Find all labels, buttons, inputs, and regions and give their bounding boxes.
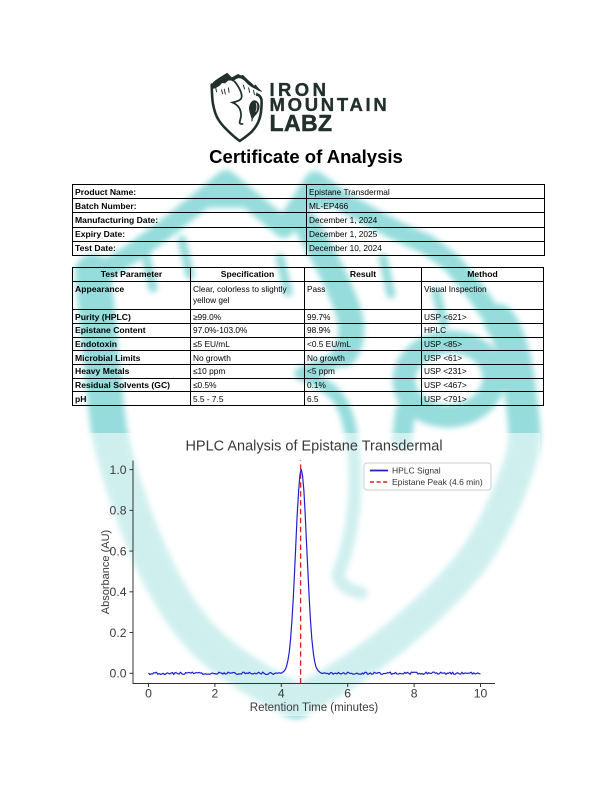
svg-text:0.2: 0.2: [110, 626, 127, 640]
svg-text:Retention Time (minutes): Retention Time (minutes): [250, 702, 379, 714]
svg-text:0.8: 0.8: [110, 504, 127, 518]
svg-text:10: 10: [474, 686, 488, 700]
svg-text:HPLC Signal: HPLC Signal: [392, 466, 441, 476]
svg-text:0.6: 0.6: [110, 544, 127, 558]
svg-text:Epistane Peak (4.6 min): Epistane Peak (4.6 min): [392, 477, 483, 487]
svg-text:0: 0: [145, 686, 152, 700]
svg-text:8: 8: [411, 686, 418, 700]
svg-text:HPLC Analysis of Epistane Tran: HPLC Analysis of Epistane Transdermal: [185, 439, 442, 455]
svg-text:0.0: 0.0: [110, 667, 127, 681]
svg-text:Absorbance (AU): Absorbance (AU): [100, 530, 112, 614]
svg-text:4: 4: [278, 686, 285, 700]
svg-text:0.4: 0.4: [110, 585, 127, 599]
svg-text:2: 2: [212, 686, 219, 700]
svg-text:6: 6: [344, 686, 351, 700]
svg-text:1.0: 1.0: [110, 463, 127, 477]
